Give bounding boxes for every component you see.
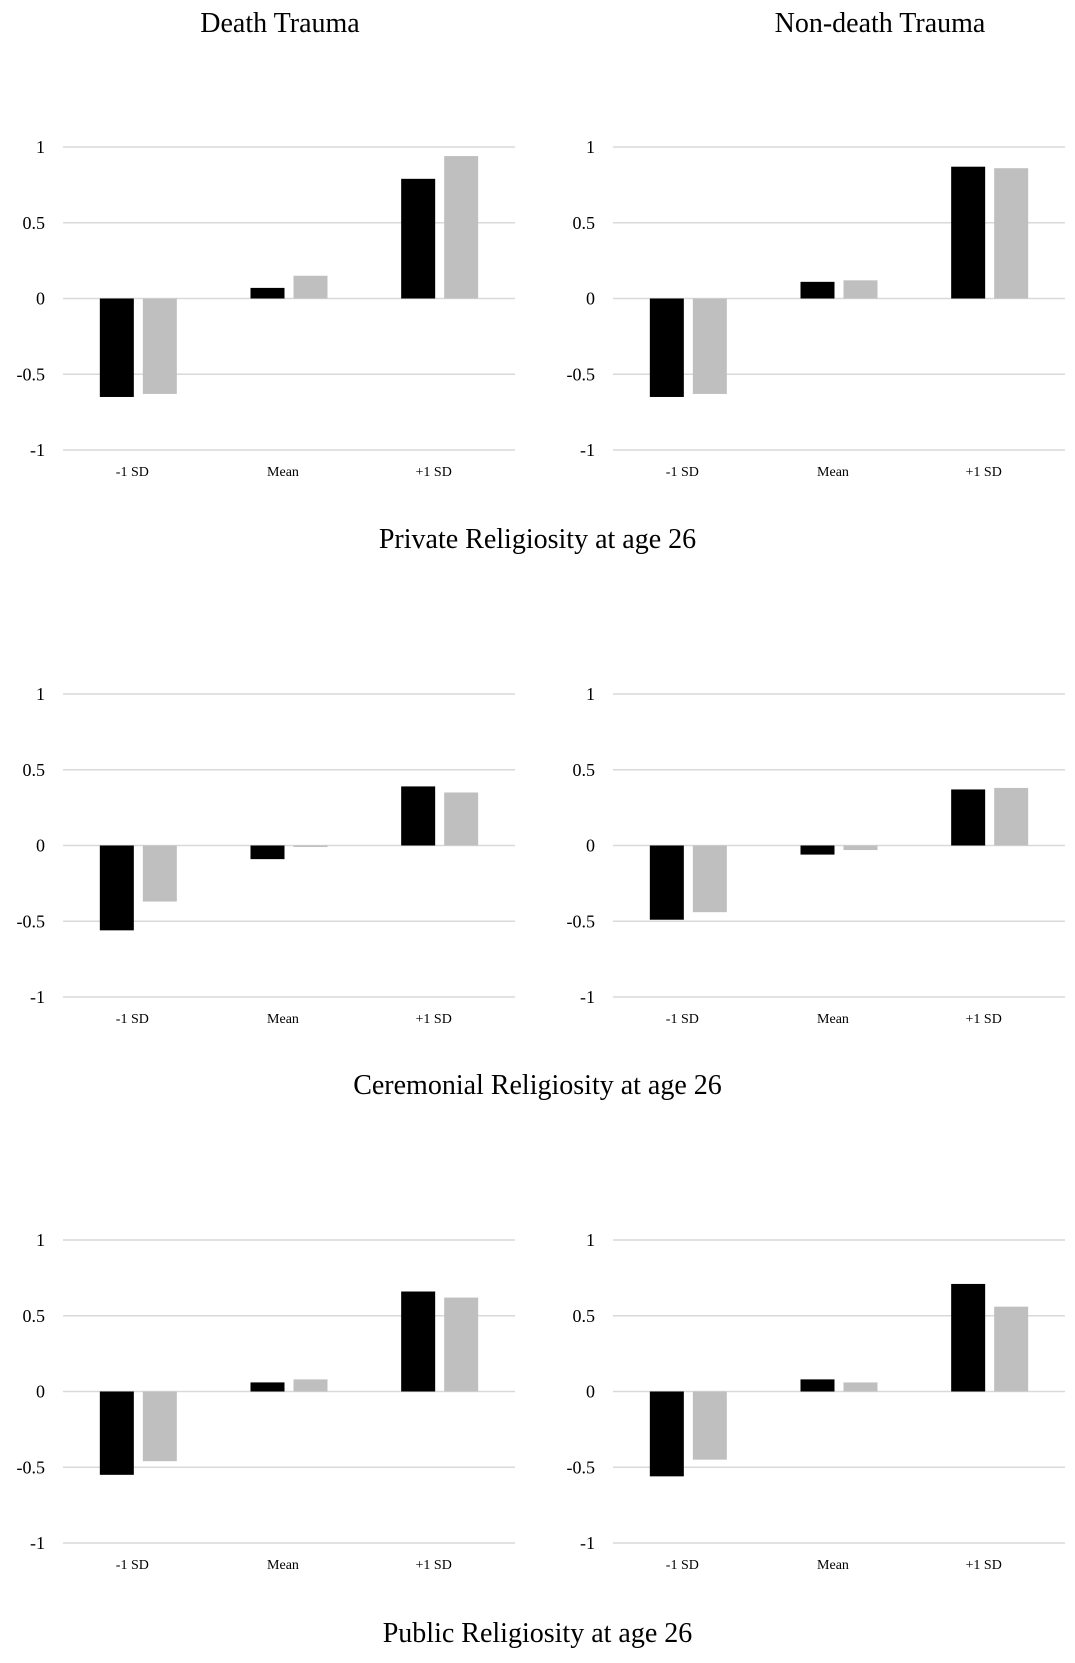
column-title-death-trauma: Death Trauma [200,8,360,39]
y-tick-label: 1 [586,1230,595,1250]
row-caption-private: Private Religiosity at age 26 [378,524,697,555]
y-tick-label: 0.5 [573,1306,596,1326]
bar-series-2 [994,787,1029,846]
bar-series-1 [401,786,436,846]
y-tick-label: 1 [36,684,45,704]
bar-series-2 [142,298,177,394]
bar-series-2 [692,845,727,913]
y-tick-label: -0.5 [17,1457,46,1477]
y-tick-label: -1 [30,987,45,1007]
chart-ceremonial-death: 1 0.5 0 -0.5 -1 -1 SD Mean +1 SD [17,684,515,1027]
x-tick-label: Mean [267,1012,299,1027]
y-tick-label: 0 [586,1382,595,1402]
y-tick-label: 1 [586,684,595,704]
bar-series-1 [649,298,684,397]
y-tick-label: -1 [30,1533,45,1553]
bar-series-1 [250,845,285,860]
x-tick-label: Mean [817,1558,849,1573]
y-tick-label: 1 [36,1230,45,1250]
bar-series-1 [649,1391,684,1477]
bar-series-1 [800,281,835,299]
y-tick-label: 0 [586,289,595,309]
row-caption-public: Public Religiosity at age 26 [382,1618,693,1649]
chart-public-death: 1 0.5 0 -0.5 -1 -1 SD Mean +1 SD [17,1230,515,1573]
bar-series-1 [99,298,134,397]
bar-series-1 [99,1391,134,1475]
x-tick-label: +1 SD [966,465,1002,480]
y-tick-label: 0.5 [573,213,596,233]
bar-series-2 [142,845,177,902]
chart-public-non-death: 1 0.5 0 -0.5 -1 -1 SD Mean +1 SD [567,1230,1065,1573]
y-tick-label: -1 [30,440,45,460]
x-tick-label: -1 SD [116,1012,149,1027]
bar-series-1 [951,789,986,846]
bar-series-1 [800,845,835,855]
chart-ceremonial-non-death: 1 0.5 0 -0.5 -1 -1 SD Mean +1 SD [567,684,1065,1027]
row-caption-ceremonial: Ceremonial Religiosity at age 26 [353,1070,722,1101]
y-tick-label: -0.5 [17,911,46,931]
x-tick-label: Mean [817,1012,849,1027]
y-tick-label: 0 [36,836,45,856]
y-tick-label: 0.5 [23,213,46,233]
x-tick-label: +1 SD [966,1558,1002,1573]
y-tick-label: 0.5 [573,760,596,780]
y-tick-label: -1 [580,987,595,1007]
bar-series-1 [99,845,134,931]
y-tick-label: -0.5 [17,364,46,384]
bar-series-2 [142,1391,177,1462]
bar-series-1 [401,178,436,299]
bar-series-1 [951,1283,986,1392]
bar-series-2 [692,298,727,394]
bar-series-2 [444,1297,479,1392]
y-tick-label: -0.5 [567,911,596,931]
x-tick-label: -1 SD [116,465,149,480]
x-tick-label: Mean [267,465,299,480]
bar-series-1 [951,166,986,299]
y-tick-label: 0 [586,836,595,856]
x-tick-label: -1 SD [666,1012,699,1027]
bar-series-2 [843,1382,878,1392]
x-tick-label: Mean [267,1558,299,1573]
bar-series-1 [401,1291,436,1392]
y-tick-label: 1 [36,137,45,157]
x-tick-label: -1 SD [666,465,699,480]
x-tick-label: +1 SD [416,1012,452,1027]
y-tick-label: 0.5 [23,1306,46,1326]
y-tick-label: 0.5 [23,760,46,780]
bar-series-2 [994,1306,1029,1392]
y-tick-label: -0.5 [567,1457,596,1477]
x-tick-label: -1 SD [666,1558,699,1573]
x-tick-label: +1 SD [966,1012,1002,1027]
bar-series-1 [800,1379,835,1392]
bar-series-2 [444,156,479,299]
chart-private-non-death: 1 0.5 0 -0.5 -1 -1 SD Mean +1 SD [567,137,1065,480]
bar-series-2 [692,1391,727,1460]
y-tick-label: 1 [586,137,595,157]
bar-series-2 [293,1379,328,1392]
y-tick-label: 0 [36,289,45,309]
y-tick-label: 0 [36,1382,45,1402]
y-tick-label: -1 [580,440,595,460]
bar-series-1 [250,287,285,299]
y-tick-label: -0.5 [567,364,596,384]
y-tick-label: -1 [580,1533,595,1553]
bar-series-2 [444,792,479,846]
bar-series-2 [843,280,878,299]
bar-series-2 [293,845,328,848]
bar-series-2 [293,275,328,299]
x-tick-label: +1 SD [416,1558,452,1573]
x-tick-label: +1 SD [416,465,452,480]
bar-series-2 [843,845,878,851]
column-title-non-death-trauma: Non-death Trauma [774,8,986,39]
bar-series-1 [649,845,684,920]
bar-series-1 [250,1382,285,1392]
x-tick-label: Mean [817,465,849,480]
x-tick-label: -1 SD [116,1558,149,1573]
bar-series-2 [994,168,1029,299]
chart-private-death: 1 0.5 0 -0.5 -1 -1 SD Mean +1 SD [17,137,515,480]
